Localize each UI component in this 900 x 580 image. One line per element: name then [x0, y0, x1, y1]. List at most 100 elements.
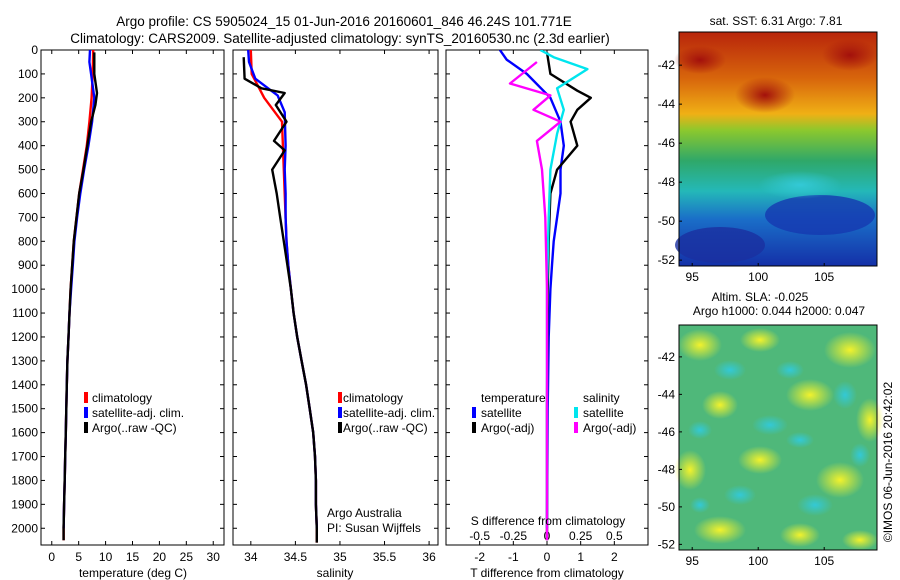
sla-low-blob [833, 381, 857, 409]
legend-title-temperature: temperature [481, 391, 546, 405]
sla-high-blob [816, 462, 864, 498]
y-tick-label: 1800 [11, 473, 38, 487]
x-tick-label: 35 [333, 550, 347, 564]
sla-low-blob [688, 421, 712, 439]
sla-map-xticks: 95 100 105 [686, 547, 835, 568]
y-tick-label: 600 [18, 186, 38, 200]
difference-xticks: -2 -1 0 1 2 [474, 50, 618, 564]
figure-title-line2: Climatology: CARS2009. Satellite-adjuste… [70, 31, 610, 46]
y-tick-label: 1300 [11, 354, 38, 368]
legend-label-satellite: satellite-adj. clim. [92, 406, 184, 420]
imos-credit: ©IMOS 06-Jun-2016 20:42:02 [881, 382, 895, 543]
x-tick-label: 30 [207, 550, 221, 564]
sst-map-xticks: 95 100 105 [686, 263, 835, 284]
map-y-tick-label: -48 [658, 175, 676, 189]
temperature-xlabel: temperature (deg C) [79, 566, 187, 580]
difference-legend: temperature salinity satellite satellite… [472, 391, 636, 435]
y-tick-label: 1100 [12, 306, 38, 320]
salinity-axes-box [232, 49, 439, 546]
map-x-tick-label: 95 [686, 554, 700, 568]
sla-high-blob [824, 332, 876, 368]
s-difference-label: S difference from climatology [471, 514, 626, 528]
x-tick-label: 34.5 [284, 550, 308, 564]
map-y-tick-label: -42 [658, 58, 676, 72]
x-tick-label: -2 [474, 550, 485, 564]
difference-yticks [446, 49, 648, 529]
x-tick-label: 25 [180, 550, 194, 564]
y-tick-label: 200 [18, 91, 38, 105]
sla-map-title-line1: Altim. SLA: -0.025 [712, 290, 809, 304]
difference-series [498, 50, 592, 541]
series-line-argo-raw-qc- [62, 52, 99, 541]
salinity-yticks [233, 49, 438, 529]
series-line-climatology [62, 50, 95, 541]
sla-low-blob [690, 497, 710, 513]
map-y-tick-label: -42 [658, 350, 676, 364]
sla-blobs [674, 328, 884, 550]
legend-label-climatology: climatology [92, 391, 152, 405]
temperature-axes-box [40, 49, 225, 546]
annotation-line2: PI: Susan Wijffels [327, 521, 421, 535]
sla-map-frame [678, 324, 878, 551]
map-y-tick-label: -52 [658, 537, 676, 551]
y-tick-label: 0 [31, 43, 38, 57]
sla-high-blob [842, 530, 878, 550]
sla-high-blob [780, 523, 820, 547]
sla-high-blob [786, 379, 834, 411]
salinity-panel: 34 34.5 35 35.5 36 climatology satellite-adj… [232, 49, 439, 580]
sla-high-blob [856, 398, 884, 442]
sst-warm-patch [674, 46, 726, 74]
sst-cold-patch [675, 227, 765, 263]
x-tick-label: 1 [577, 550, 584, 564]
map-y-tick-label: -52 [658, 253, 676, 267]
annotation-line1: Argo Australia [327, 506, 402, 520]
sla-high-blob [674, 450, 706, 490]
y-tick-label: 100 [18, 67, 38, 81]
map-y-tick-label: -50 [658, 214, 676, 228]
map-y-tick-label: -46 [658, 425, 676, 439]
legend-label-satellite: satellite-adj. clim. [343, 406, 435, 420]
legend-swatch-satellite [338, 407, 342, 418]
y-tick-label: 1000 [11, 282, 38, 296]
sst-map-field [674, 32, 878, 266]
map-y-tick-label: -46 [658, 136, 676, 150]
sla-high-blob [678, 329, 722, 361]
y-tick-label: 800 [18, 234, 38, 248]
legend-label-climatology: climatology [343, 391, 403, 405]
sst-map: sat. SST: 6.31 Argo: 7.81 -42 -44 -46 -48 -5… [658, 14, 878, 284]
x-tick-label: 20 [153, 550, 167, 564]
x-tick-label: 2 [611, 550, 618, 564]
salinity-legend: climatology satellite-adj. clim. Argo(..… [338, 391, 435, 435]
s-tick-label: -0.25 [500, 529, 528, 543]
x-tick-label: 5 [75, 550, 82, 564]
y-tick-label: 1700 [11, 450, 38, 464]
sla-map-yticks: -42 -44 -46 -48 -50 -52 [658, 350, 682, 551]
series-line-argo-raw-qc- [242, 57, 318, 543]
sla-high-blob [702, 391, 738, 419]
sst-cyan-patch [758, 171, 842, 199]
legend-title-salinity: salinity [583, 391, 620, 405]
y-tick-label: 400 [18, 139, 38, 153]
x-tick-label: 0 [544, 550, 551, 564]
y-tick-label: 1400 [11, 378, 38, 392]
x-tick-label: 0 [48, 550, 55, 564]
map-y-tick-label: -50 [658, 500, 676, 514]
legend-swatch-climatology [338, 392, 342, 403]
legend-swatch-s-argo [574, 422, 578, 433]
temperature-series [62, 50, 99, 541]
depth-ticks: 0 100 200 300 400 500 600 700 800 900 1000 1100 1200… [11, 43, 224, 535]
s-tick-label: -0.5 [469, 529, 490, 543]
t-difference-label: T difference from climatology [470, 566, 624, 580]
y-tick-label: 700 [18, 210, 38, 224]
y-tick-label: 1200 [11, 330, 38, 344]
legend-swatch-t-satellite [472, 407, 476, 418]
sst-map-title: sat. SST: 6.31 Argo: 7.81 [710, 14, 843, 28]
series-line-satellite [498, 50, 565, 529]
series-line-argo-adj- [508, 61, 562, 541]
x-tick-label: 10 [99, 550, 113, 564]
legend-swatch-argo [338, 422, 342, 433]
y-tick-label: 500 [18, 163, 38, 177]
legend-label-argo: Argo(..raw -QC) [343, 421, 428, 435]
y-tick-label: 1500 [11, 402, 38, 416]
sst-warm-patch [822, 39, 878, 71]
